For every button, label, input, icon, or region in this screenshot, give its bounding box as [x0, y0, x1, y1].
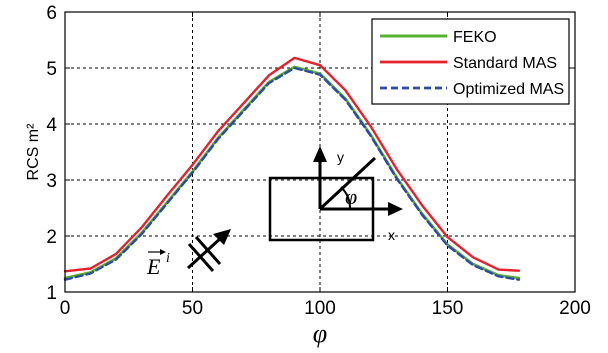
- y-tick-label: 6: [46, 3, 57, 24]
- field-bar-2: [187, 243, 215, 272]
- x-tick-label: 50: [182, 298, 203, 319]
- field-bar-1: [194, 236, 222, 265]
- tick-labels: 0 50 100 150 200 1 2 3 4 5 6: [46, 3, 590, 319]
- incident-field-superscript: i: [166, 251, 170, 266]
- inset-diagram: y x φ: [268, 146, 403, 243]
- field-arrow-shaft: [186, 235, 224, 270]
- series-line-optimized-mas: [63, 66, 521, 281]
- x-axis-label: φ: [313, 319, 327, 348]
- inset-angle-ray: [318, 156, 377, 211]
- inset-angle-label: φ: [345, 184, 357, 209]
- legend-label: Optimized MAS: [453, 81, 564, 98]
- inset-angle-arc: [340, 186, 352, 210]
- y-axis-label: RCS m²: [25, 123, 42, 181]
- y-tick-label: 2: [46, 227, 57, 248]
- tick-marks: [64, 11, 576, 293]
- x-tick-label: 100: [304, 298, 336, 319]
- y-tick-label: 4: [46, 115, 57, 136]
- incident-field-label: E: [146, 254, 161, 279]
- y-tick-label: 5: [46, 59, 57, 80]
- series-line-standard-mas: [63, 56, 521, 273]
- field-arrowhead: [213, 229, 231, 245]
- legend-label: FEKO: [453, 29, 497, 46]
- y-tick-label: 1: [46, 283, 57, 304]
- vector-arrow-head: [160, 249, 166, 255]
- x-tick-label: 0: [60, 298, 71, 319]
- series-layer: [63, 56, 521, 281]
- y-tick-label: 3: [46, 171, 57, 192]
- legend-label: Standard MAS: [453, 55, 557, 72]
- legend: FEKO Standard MAS Optimized MAS: [371, 18, 570, 105]
- x-tick-label: 150: [432, 298, 464, 319]
- incident-field-symbol: E i: [146, 229, 231, 279]
- x-tick-label: 200: [559, 298, 591, 319]
- inset-x-arrowhead: [388, 202, 403, 216]
- inset-y-arrowhead: [313, 146, 327, 162]
- inset-y-label: y: [337, 149, 344, 165]
- inset-x-label: x: [388, 227, 395, 243]
